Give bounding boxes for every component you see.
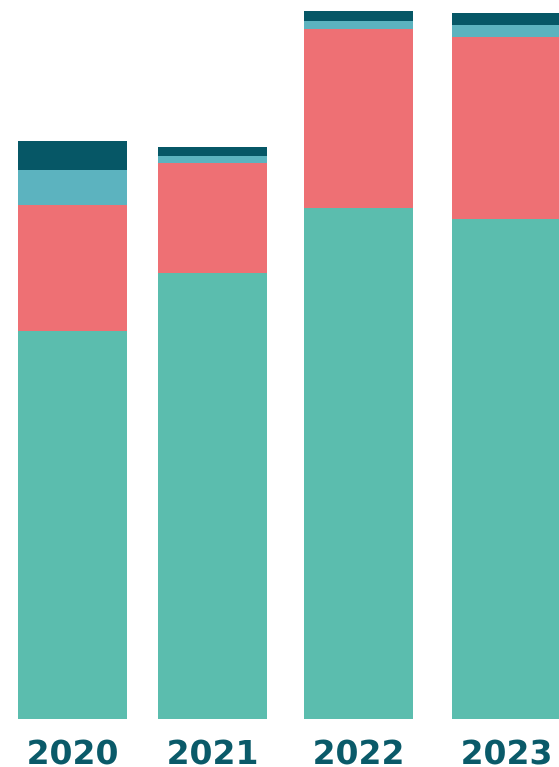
bar-2022-segment-2 xyxy=(304,29,413,208)
bar-2020-segment-1 xyxy=(18,331,127,719)
bar-2023-segment-2 xyxy=(452,37,559,219)
x-tick-label-2021: 2021 xyxy=(167,733,259,767)
bar-2022-segment-3 xyxy=(304,21,413,29)
bar-2020-segment-4 xyxy=(18,141,127,170)
bar-2023-segment-1 xyxy=(452,219,559,719)
bar-2021-segment-3 xyxy=(158,156,267,163)
bar-2020-segment-2 xyxy=(18,205,127,331)
bar-2023-segment-3 xyxy=(452,25,559,37)
bar-2022-segment-1 xyxy=(304,208,413,719)
bar-2021-segment-1 xyxy=(158,273,267,719)
bar-2022-segment-4 xyxy=(304,11,413,21)
bar-2021-segment-2 xyxy=(158,163,267,273)
x-tick-label-2022: 2022 xyxy=(313,733,405,767)
x-tick-label-2023: 2023 xyxy=(461,733,553,767)
bar-2020-segment-3 xyxy=(18,170,127,205)
bar-2023-segment-4 xyxy=(452,13,559,25)
bar-2021-segment-4 xyxy=(158,147,267,156)
x-tick-label-2020: 2020 xyxy=(27,733,119,767)
